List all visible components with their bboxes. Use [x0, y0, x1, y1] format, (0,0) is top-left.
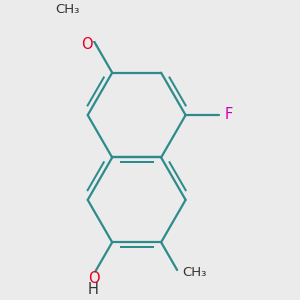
Text: O: O [81, 37, 93, 52]
Text: F: F [225, 107, 233, 122]
Text: CH₃: CH₃ [182, 266, 207, 279]
Text: CH₃: CH₃ [55, 3, 80, 16]
Text: O: O [88, 271, 99, 286]
Text: H: H [88, 282, 99, 297]
